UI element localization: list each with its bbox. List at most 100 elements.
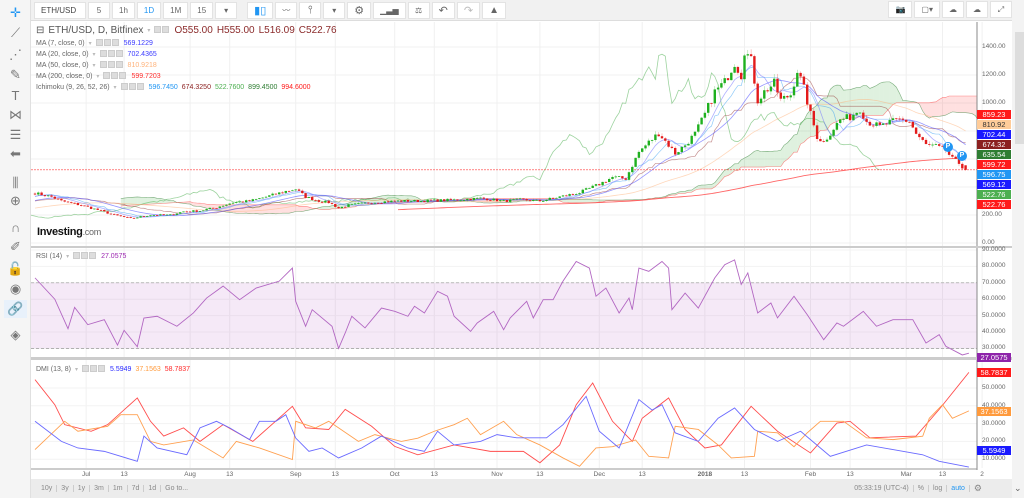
interval-1h[interactable]: 1h — [112, 1, 135, 19]
layers-icon[interactable]: ◈ — [10, 327, 21, 342]
candle-body — [99, 209, 103, 211]
range-3y[interactable]: 3y — [57, 485, 74, 492]
legend-buttons[interactable] — [120, 83, 145, 92]
color-swatch-icon[interactable]: ▢▾ — [914, 1, 940, 18]
interval-1d[interactable]: 1D — [136, 1, 162, 19]
interval-5[interactable]: 5 — [88, 1, 110, 19]
eye-icon[interactable]: ◉ — [9, 281, 22, 296]
legend-buttons[interactable] — [95, 39, 120, 48]
ichimoku-cloud-segment — [942, 97, 946, 116]
ma20-label[interactable]: MA (20, close, 0) — [36, 51, 89, 58]
rsi-pane[interactable] — [31, 259, 977, 356]
camera-icon[interactable]: 📷 — [888, 1, 913, 18]
redo-icon[interactable]: ↷ — [456, 1, 481, 19]
auto-scale-toggle[interactable]: auto — [947, 485, 970, 492]
range-1d[interactable]: 1d — [144, 485, 162, 492]
trend-line-icon[interactable]: ⟋ — [10, 25, 21, 40]
pattern-icon[interactable]: ⋈ — [9, 107, 22, 122]
ma20-legend: MA (20, close, 0) ▾ 702.4365 — [36, 50, 157, 59]
collapse-icon[interactable]: ⊟ — [36, 25, 45, 36]
interval-15[interactable]: 15 — [190, 1, 214, 19]
candle-body — [726, 78, 730, 81]
fullscreen-icon[interactable]: ⤢ — [990, 1, 1012, 18]
candle-body — [122, 216, 126, 217]
log-scale-toggle[interactable]: log — [929, 485, 948, 492]
ichimoku-cloud-segment — [846, 89, 851, 119]
candle-body — [294, 189, 297, 191]
marker-p[interactable]: P — [943, 142, 953, 152]
settings-gear-icon[interactable]: ⚙ — [347, 1, 372, 19]
legend-buttons[interactable] — [73, 252, 97, 261]
alert-icon[interactable]: ▲ — [482, 1, 506, 19]
indicators-icon[interactable]: ⫯ — [299, 1, 322, 19]
ichimoku-cloud-segment — [698, 185, 702, 190]
range-7d[interactable]: 7d — [128, 485, 145, 492]
symbol-search-input[interactable]: ETH/USD — [34, 1, 86, 19]
cloud-upload-icon[interactable]: ☁ — [966, 1, 988, 18]
cloud-download-icon[interactable]: ☁ — [942, 1, 964, 18]
ma200-label[interactable]: MA (200, close, 0) — [36, 73, 93, 80]
legend-buttons[interactable] — [103, 72, 127, 81]
range-1m[interactable]: 1m — [109, 485, 128, 492]
undo-icon[interactable]: ↶ — [431, 1, 455, 19]
candle-body — [674, 147, 677, 155]
dmi-pane[interactable] — [34, 372, 970, 468]
time-tick-label: Oct — [389, 471, 400, 478]
scale-settings-gear-icon[interactable]: ⚙ — [973, 483, 982, 493]
side-panel-scrollbar[interactable] — [1015, 32, 1024, 144]
legend-buttons[interactable] — [82, 365, 106, 374]
pitchfork-icon[interactable]: ⋰ — [9, 47, 22, 62]
legend-buttons[interactable] — [154, 26, 170, 35]
indicators-dropdown-chevron-icon[interactable]: ▾ — [323, 1, 346, 19]
legend-buttons[interactable] — [99, 61, 124, 70]
legend-buttons[interactable] — [99, 50, 124, 59]
candle-body — [410, 201, 413, 203]
time-tick-label: 13 — [938, 471, 947, 478]
percent-scale-toggle[interactable]: % — [914, 485, 929, 492]
ichimoku-cloud-segment — [681, 191, 686, 194]
link-icon[interactable]: 🔗 — [4, 300, 27, 318]
ichimoku-label[interactable]: Ichimoku (9, 26, 52, 26) — [36, 84, 110, 91]
dropdown-icon[interactable]: ▾ — [147, 28, 151, 34]
candle-body — [634, 157, 637, 167]
back-arrow-icon[interactable]: ⬅ — [10, 146, 21, 161]
candle-body — [261, 197, 264, 199]
measure-icon[interactable]: ⫼ — [12, 175, 19, 190]
goto-date-button[interactable]: Go to... — [165, 485, 189, 492]
dmi-label[interactable]: DMI (13, 8) — [36, 366, 72, 373]
candles-icon[interactable]: ▮▯ — [247, 1, 274, 19]
unlock-icon[interactable]: 🔓 — [7, 261, 24, 276]
main-price-pane[interactable] — [0, 49, 1024, 219]
marker-p[interactable]: P — [957, 151, 967, 161]
zoom-in-icon[interactable]: ⊕ — [10, 193, 21, 208]
range-3m[interactable]: 3m — [90, 485, 109, 492]
magnet-icon[interactable]: ∩ — [10, 219, 21, 235]
candle-body — [235, 202, 238, 203]
range-10y[interactable]: 10y — [37, 485, 58, 492]
crosshair-icon[interactable]: ✛ — [10, 5, 21, 20]
rsi-line — [34, 259, 970, 356]
dmi-tick-label: 40.0000 — [982, 401, 1006, 409]
range-1y[interactable]: 1y — [74, 485, 91, 492]
ma7-legend: MA (7, close, 0) ▾ 569.1229 — [36, 39, 153, 48]
scales-icon[interactable]: ⚖ — [407, 1, 430, 19]
brush-icon[interactable]: ✎ — [10, 67, 21, 82]
chevron-down-icon[interactable]: ⌄ — [1014, 483, 1022, 493]
interval-dropdown-chevron-icon[interactable]: ▾ — [215, 1, 238, 19]
ma7-label[interactable]: MA (7, close, 0) — [36, 40, 85, 47]
interval-1m[interactable]: 1M — [163, 1, 189, 19]
line-chart-icon[interactable]: 〰 — [275, 1, 298, 19]
ichimoku-cloud-segment — [147, 197, 151, 205]
fib-tool-icon[interactable]: ☰ — [9, 127, 22, 142]
lock-drawing-icon[interactable]: ✐ — [10, 239, 21, 254]
ichimoku-cloud-segment — [186, 201, 191, 205]
text-tool-icon[interactable]: T — [11, 87, 20, 103]
rsi-label[interactable]: RSI (14) — [36, 253, 63, 260]
compare-icon[interactable]: ▁▃▅ — [373, 1, 406, 19]
candle-body — [208, 207, 212, 210]
ma50-label[interactable]: MA (50, close, 0) — [36, 62, 89, 69]
clock-time[interactable]: 05:33:19 (UTC-4) — [850, 485, 914, 492]
series-title[interactable]: ETH/USD, D, Bitfinex — [48, 25, 144, 36]
dmi-legend: DMI (13, 8) ▾ 5.5949 37.1563 58.7837 — [36, 365, 191, 374]
